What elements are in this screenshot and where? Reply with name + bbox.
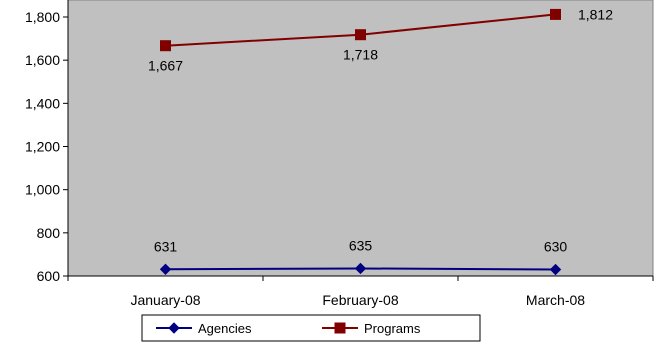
- plot-area: [67, 0, 654, 277]
- y-tick-label: 1,600: [25, 52, 60, 68]
- data-point: [550, 8, 561, 20]
- data-label: 1,667: [148, 58, 183, 74]
- data-point: [549, 263, 562, 276]
- legend-marker: [168, 322, 180, 334]
- legend: Agencies Programs: [141, 314, 481, 342]
- data-point: [160, 40, 171, 52]
- data-label: 1,718: [343, 47, 378, 63]
- series-layer: 631 635 630 1,667 1,718 1,812: [148, 6, 613, 276]
- legend-entry-programs: Programs: [322, 321, 421, 336]
- data-label: 631: [154, 238, 178, 254]
- x-tick-label: February-08: [322, 292, 398, 308]
- data-label: 630: [544, 239, 568, 255]
- y-axis: 600 800 1,000 1,200 1,400 1,600 1,800: [25, 0, 69, 284]
- y-tick-label: 1,400: [25, 95, 60, 111]
- data-point: [354, 262, 367, 275]
- data-label: 1,812: [578, 6, 613, 22]
- legend-marker: [334, 322, 346, 334]
- legend-box: [141, 314, 481, 342]
- y-tick-label: 600: [37, 268, 61, 284]
- x-tick-label: March-08: [526, 292, 585, 308]
- data-point: [355, 29, 366, 41]
- legend-label: Programs: [364, 321, 421, 336]
- legend-entry-agencies: Agencies: [156, 321, 252, 336]
- y-tick-label: 1,200: [25, 139, 60, 155]
- y-tick-label: 1,000: [25, 182, 60, 198]
- data-point: [159, 263, 172, 276]
- legend-label: Agencies: [198, 321, 252, 336]
- x-axis: January-08 February-08 March-08: [67, 275, 654, 308]
- y-tick-label: 1,800: [25, 9, 60, 25]
- data-label: 635: [349, 237, 373, 253]
- series-agencies: 631 635 630: [154, 237, 568, 276]
- x-tick-label: January-08: [130, 292, 200, 308]
- series-programs: 1,667 1,718 1,812: [148, 6, 613, 73]
- y-tick-label: 800: [37, 225, 61, 241]
